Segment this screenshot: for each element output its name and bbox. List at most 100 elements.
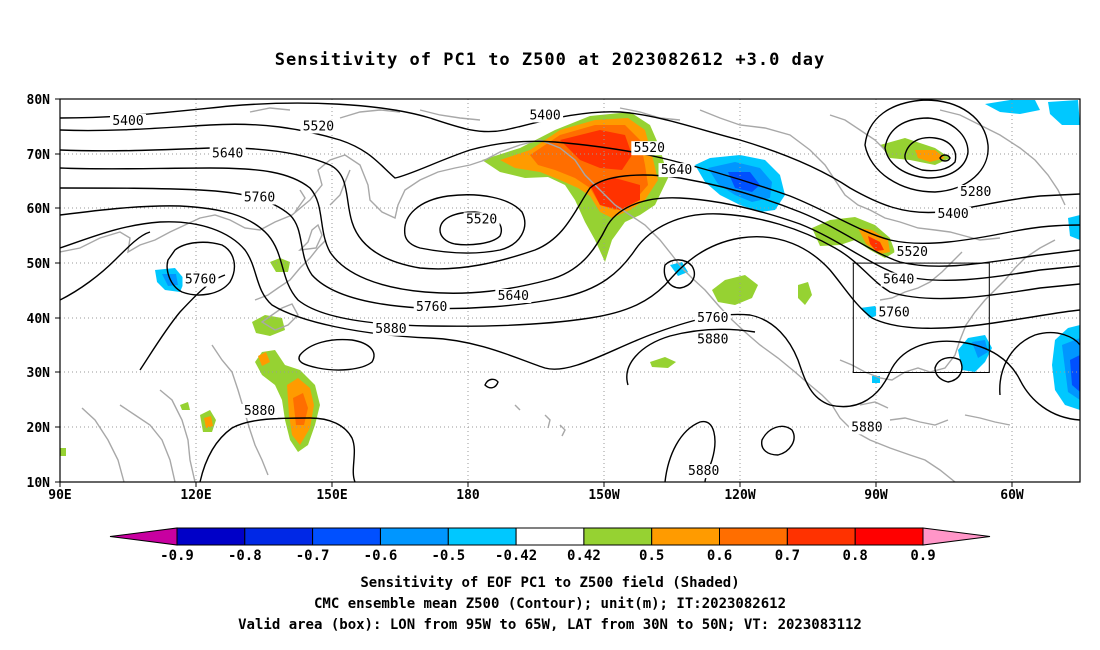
contour-label-bg (495, 289, 532, 303)
contour-line (139, 274, 226, 371)
contour-label-bg (182, 272, 219, 287)
contour-label: 5880 (375, 322, 406, 337)
contour-label-bg (631, 141, 668, 156)
contour-line (626, 328, 756, 386)
plot-frame (59, 98, 1081, 483)
contour-label-bg (527, 108, 564, 123)
lon-label: 60W (1000, 488, 1024, 503)
contour-label: 5760 (416, 300, 447, 315)
contour-label: 5760 (244, 191, 275, 206)
positive-patch (798, 282, 812, 305)
positive-patch (204, 416, 213, 428)
contour-label-bg (110, 113, 146, 128)
contour-label-bg (241, 190, 278, 205)
contour-label: 5520 (303, 119, 334, 134)
colorbar-segment (583, 527, 653, 546)
colorbar-label: -0.5 (431, 548, 465, 564)
colorbar-segment (447, 527, 517, 546)
contour-line (884, 117, 969, 179)
colorbar-label: 0.5 (639, 548, 664, 564)
valid-area-box (852, 262, 990, 374)
latitude-labels: 80N 70N 60N 50N 40N 30N 20N 10N (27, 93, 51, 491)
z500-contours (60, 99, 1080, 482)
negative-patch (958, 335, 992, 372)
contour-label: 5400 (112, 114, 143, 129)
negative-patch (972, 340, 988, 358)
contour-label-bg (848, 420, 885, 435)
colorbar-label: 0.9 (910, 548, 935, 564)
contour-line (60, 167, 1080, 294)
contour-label-bg (880, 272, 917, 287)
contour-label-bg (413, 299, 450, 314)
lat-label: 30N (27, 366, 51, 381)
colorbar-label: 0.7 (775, 548, 800, 564)
colorbar-segment (786, 527, 856, 546)
contour-label: 5400 (937, 207, 968, 222)
lon-label: 90E (48, 488, 71, 503)
lat-label: 70N (27, 148, 51, 163)
contour-line (934, 356, 963, 383)
colorbar-label: 0.8 (843, 548, 868, 564)
sensitivity-shading (60, 100, 1080, 456)
contour-line (663, 259, 696, 289)
colorbar: -0.9 -0.8 -0.7 -0.6 -0.5 -0.42 0.42 0.5 0.6 0.7 0.… (109, 527, 991, 564)
lon-label: 150E (316, 488, 347, 503)
contour-line (199, 417, 356, 482)
longitude-labels: 90E 120E 150E 180 150W 120W 90W 60W (48, 488, 1024, 503)
colorbar-segment (719, 527, 788, 546)
colorbar-segment (176, 527, 246, 546)
contour-label-bg (658, 163, 695, 178)
colorbar-segment (854, 527, 924, 546)
lat-label: 50N (27, 257, 51, 272)
contour-line (439, 211, 502, 246)
contour-label: 5760 (878, 305, 909, 320)
caption-block: Sensitivity of EOF PC1 to Z500 field (Sh… (0, 573, 1100, 636)
colorbar-segment (380, 527, 449, 546)
colorbar-label: -0.6 (364, 548, 398, 564)
axis-ticks (55, 98, 1013, 487)
lon-label: 90W (864, 488, 888, 503)
positive-patch (60, 448, 66, 456)
contour-label: 5640 (883, 273, 914, 288)
colorbar-label: -0.42 (495, 548, 537, 564)
colorbar-segment (651, 527, 721, 546)
caption-line: Valid area (box): LON from 95W to 65W, L… (238, 617, 862, 633)
contour-line (999, 331, 1080, 396)
contour-label-bg (894, 245, 931, 260)
contour-label-bg (694, 332, 731, 347)
colorbar-min-triangle (109, 527, 178, 546)
lon-label: 150W (588, 488, 619, 503)
positive-patch (293, 393, 308, 425)
positive-patch (180, 402, 190, 410)
colorbar-segment (312, 527, 381, 546)
colorbar-segment (244, 527, 314, 546)
colorbar-label: -0.8 (228, 548, 262, 564)
colorbar-label: -0.7 (296, 548, 330, 564)
contour-label-bg (209, 146, 246, 161)
lat-label: 10N (27, 476, 51, 491)
lon-label: 180 (456, 488, 480, 503)
lat-label: 40N (27, 312, 51, 327)
contour-label: 5880 (697, 333, 728, 348)
contour-label: 5520 (897, 245, 928, 260)
contour-line (904, 136, 957, 172)
map-title: Sensitivity of PC1 to Z500 at 2023082612… (274, 50, 826, 70)
contour-line (60, 231, 151, 301)
contour-line (60, 102, 1080, 214)
positive-patch (258, 352, 270, 366)
contour-label: 5760 (185, 273, 216, 288)
positive-patch (270, 258, 290, 272)
contour-label: 5880 (244, 404, 275, 419)
negative-patch (1048, 100, 1080, 125)
contour-label-layer: 5400 5520 5640 5760 5760 5880 5880 5760 5640 5520… (110, 108, 994, 479)
positive-patch (560, 130, 632, 170)
contour-line (60, 205, 1080, 329)
colorbar-segment (515, 527, 585, 546)
contour-label: 5880 (851, 420, 882, 435)
colorbar-label: 0.6 (707, 548, 732, 564)
positive-patch (650, 357, 676, 368)
positive-patch (590, 178, 640, 210)
contour-line (761, 425, 795, 456)
contour-label-bg (957, 185, 994, 199)
